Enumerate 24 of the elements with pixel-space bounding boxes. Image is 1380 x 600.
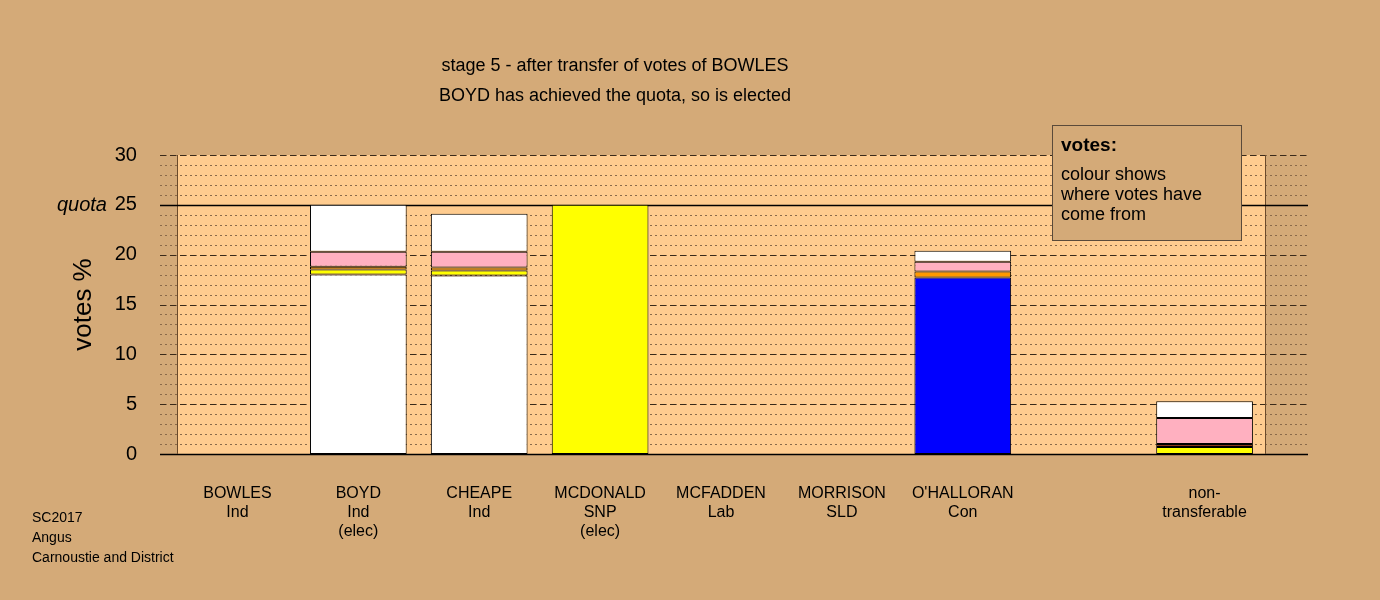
annotation: colour shows where votes have come from [1061, 164, 1204, 224]
x-tick-label: MCFADDEN Lab [676, 484, 766, 521]
text: Angus [32, 528, 73, 547]
x-tick-label: MCDONALD SNP (elec) [554, 484, 646, 540]
x-tick-label: BOWLES Ind [203, 484, 272, 521]
y-axis-title: votes % [66, 258, 97, 351]
ref-line-label: quota [56, 193, 107, 216]
y-tick-label: 30 [114, 142, 137, 165]
x-tick-label: BOYD Ind (elec) [335, 484, 382, 540]
y-tick-label: 0 [125, 441, 137, 464]
y-tick-label: 15 [114, 292, 137, 315]
x-tick-label: non- transferable [1162, 484, 1247, 521]
chart-title: stage 5 - after transfer of votes of BOWLES [440, 55, 790, 76]
text: SC2017 [32, 508, 84, 527]
y-tick-label: 10 [114, 341, 137, 364]
text: Carnoustie and District [32, 548, 174, 567]
y-tick-label: 5 [125, 391, 137, 414]
x-tick-label: MORRISON SLD [797, 484, 886, 521]
x-tick-label: O'HALLORAN Con [911, 484, 1014, 521]
text: votes: [1061, 134, 1118, 156]
x-tick-label: CHEAPE Ind [446, 484, 513, 521]
y-tick-label: 25 [114, 192, 137, 215]
chart-subtitle: BOYD has achieved the quota, so is elected [437, 85, 793, 106]
y-tick-label: 20 [114, 242, 137, 265]
